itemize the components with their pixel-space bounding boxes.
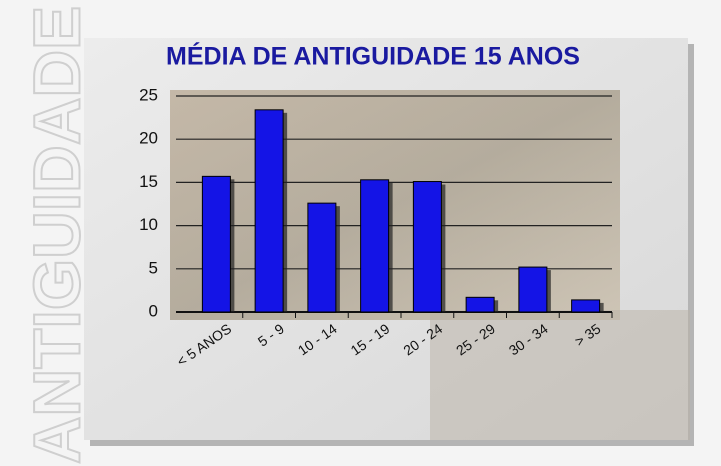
y-tick-label: 20 bbox=[139, 129, 158, 148]
y-tick-label: 25 bbox=[139, 85, 158, 104]
y-tick-label: 10 bbox=[139, 215, 158, 234]
photo-corner bbox=[430, 310, 690, 440]
bar bbox=[518, 266, 548, 313]
bar bbox=[201, 175, 231, 313]
y-tick-label: 15 bbox=[139, 172, 158, 191]
bar bbox=[254, 109, 284, 313]
bar bbox=[307, 202, 337, 313]
bar bbox=[571, 299, 601, 313]
y-tick-label: 5 bbox=[149, 258, 158, 277]
chart-title: MÉDIA DE ANTIGUIDADE 15 ANOS bbox=[166, 42, 580, 71]
photo-backdrop bbox=[170, 90, 620, 320]
y-tick-label: 0 bbox=[149, 301, 158, 320]
bar bbox=[412, 181, 442, 313]
side-label: ANTIGUIDADE bbox=[19, 6, 93, 464]
bar bbox=[360, 179, 390, 313]
bar bbox=[465, 296, 495, 313]
